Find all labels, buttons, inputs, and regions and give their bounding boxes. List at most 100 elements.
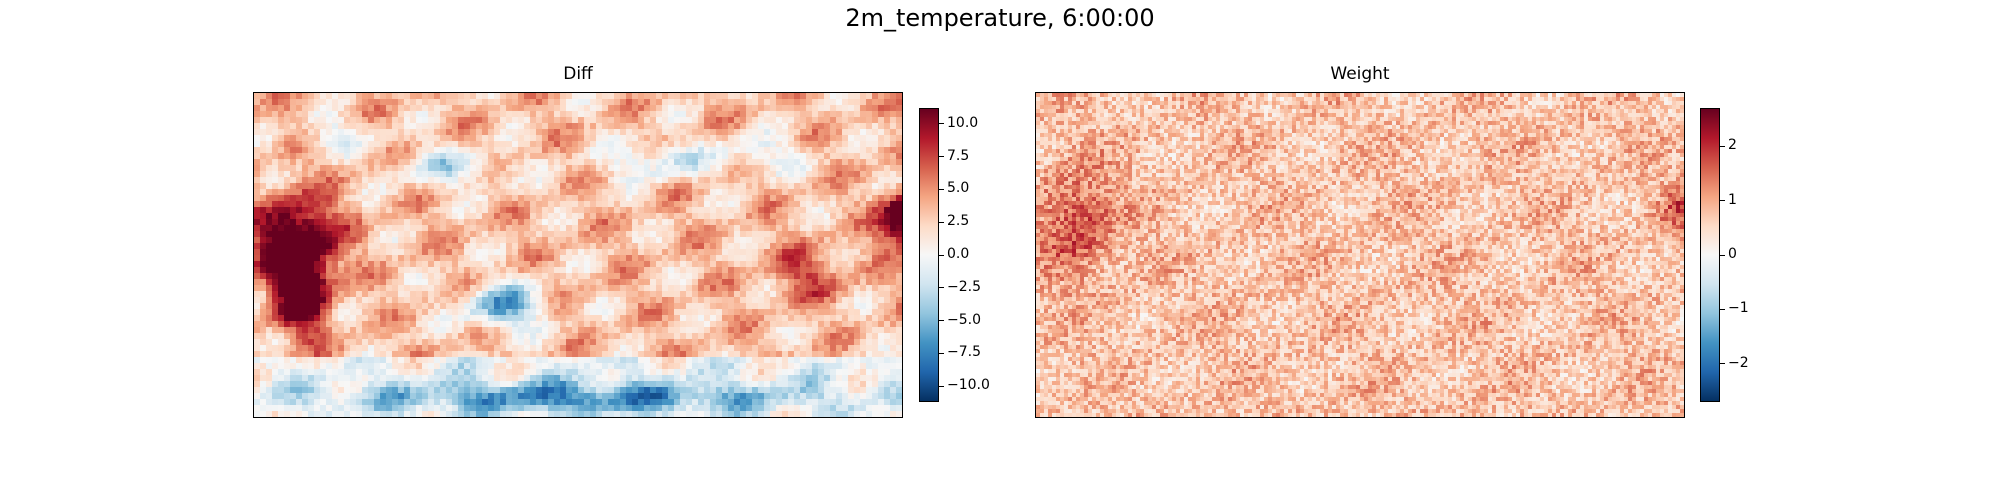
heatmap-cell (842, 147, 849, 154)
heatmap-cell (296, 237, 303, 244)
heatmap-cell (704, 147, 711, 154)
heatmap-cell (644, 183, 651, 190)
heatmap-cell (524, 213, 531, 220)
heatmap-cell (350, 189, 357, 196)
heatmap-cell (668, 285, 675, 292)
heatmap-cell (260, 327, 267, 334)
heatmap-cell (386, 357, 393, 364)
heatmap-cell (824, 171, 831, 178)
heatmap-cell (254, 297, 261, 304)
heatmap-cell (662, 123, 669, 130)
heatmap-cell (866, 117, 873, 124)
heatmap-cell (578, 129, 585, 136)
heatmap-cell (338, 225, 345, 232)
heatmap-cell (686, 195, 693, 202)
heatmap-cell (842, 321, 849, 328)
heatmap-cell (296, 183, 303, 190)
heatmap-cell (428, 297, 435, 304)
heatmap-cell (440, 93, 447, 100)
heatmap-cell (758, 177, 765, 184)
heatmap-cell (410, 135, 417, 142)
heatmap-cell (560, 147, 567, 154)
heatmap-cell (860, 111, 867, 118)
heatmap-cell (428, 351, 435, 358)
heatmap-cell (320, 171, 327, 178)
heatmap-cell (338, 363, 345, 370)
heatmap-cell (446, 225, 453, 232)
heatmap-cell (596, 261, 603, 268)
heatmap-cell (500, 153, 507, 160)
heatmap-cell (860, 273, 867, 280)
heatmap-cell (632, 237, 639, 244)
heatmap-cell (596, 153, 603, 160)
heatmap-cell (494, 273, 501, 280)
heatmap-cell (470, 189, 477, 196)
heatmap-cell (782, 357, 789, 364)
heatmap-cell (884, 105, 891, 112)
heatmap-cell (488, 153, 495, 160)
heatmap-cell (758, 267, 765, 274)
heatmap-cell (386, 315, 393, 322)
heatmap-cell (320, 321, 327, 328)
heatmap-cell (290, 345, 297, 352)
heatmap-cell (746, 327, 753, 334)
heatmap-cell (332, 243, 339, 250)
heatmap-cell (800, 333, 807, 340)
heatmap-cell (614, 225, 621, 232)
heatmap-cell (392, 189, 399, 196)
heatmap-cell (884, 303, 891, 310)
heatmap-cell (644, 105, 651, 112)
heatmap-cell (758, 357, 765, 364)
heatmap-cell (476, 201, 483, 208)
heatmap-cell (488, 363, 495, 370)
heatmap-cell (272, 261, 279, 268)
heatmap-cell (410, 219, 417, 226)
heatmap-cell (290, 123, 297, 130)
heatmap-cell (752, 129, 759, 136)
heatmap-cell (482, 351, 489, 358)
heatmap-cell (410, 309, 417, 316)
heatmap-cell (578, 219, 585, 226)
heatmap-cell (368, 123, 375, 130)
heatmap-cell (500, 213, 507, 220)
heatmap-cell (488, 141, 495, 148)
heatmap-cell (788, 237, 795, 244)
heatmap-cell (290, 231, 297, 238)
heatmap-cell (788, 105, 795, 112)
heatmap-cell (320, 111, 327, 118)
heatmap-cell (668, 255, 675, 262)
heatmap-cell (548, 285, 555, 292)
heatmap-cell (812, 357, 819, 364)
heatmap-cell (608, 273, 615, 280)
heatmap-cell (530, 345, 537, 352)
heatmap-cell (734, 279, 741, 286)
heatmap-cell (842, 99, 849, 106)
heatmap-cell (338, 339, 345, 346)
heatmap-cell (656, 321, 663, 328)
heatmap-cell (692, 165, 699, 172)
heatmap-cell (662, 231, 669, 238)
heatmap-cell (422, 357, 429, 364)
heatmap-cell (656, 141, 663, 148)
heatmap-cell (704, 231, 711, 238)
heatmap-cell (710, 351, 717, 358)
heatmap-cell (428, 309, 435, 316)
heatmap-cell (848, 129, 855, 136)
heatmap-cell (350, 309, 357, 316)
heatmap-cell (434, 267, 441, 274)
heatmap-cell (674, 237, 681, 244)
heatmap-cell (884, 237, 891, 244)
heatmap-cell (278, 225, 285, 232)
heatmap-cell (392, 159, 399, 166)
heatmap-cell (488, 279, 495, 286)
heatmap-cell (314, 195, 321, 202)
heatmap-cell (356, 141, 363, 148)
heatmap-cell (680, 267, 687, 274)
heatmap-cell (488, 165, 495, 172)
heatmap-cell (770, 327, 777, 334)
heatmap-cell (764, 309, 771, 316)
heatmap-cell (482, 219, 489, 226)
heatmap-cell (272, 255, 279, 262)
heatmap-cell (416, 357, 423, 364)
heatmap-cell (350, 237, 357, 244)
